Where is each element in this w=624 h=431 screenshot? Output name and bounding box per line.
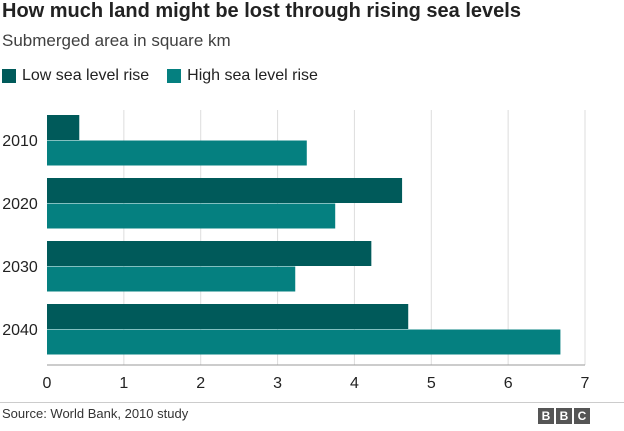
bbc-logo-letter: C [574,408,590,424]
legend-swatch-low [2,69,16,83]
legend-label-low: Low sea level rise [22,67,150,84]
x-tick-label: 7 [581,375,590,392]
bar-high [47,329,561,355]
legend-item-high: High sea level rise [167,67,318,85]
footer-divider [0,402,624,403]
x-tick-label: 6 [504,375,513,392]
bar-low [47,178,403,203]
y-category-label: 2020 [2,196,38,213]
x-tick-label: 1 [119,375,128,392]
bar-chart: 0 1 2 3 4 5 6 7 2010 2020 2030 2040 [2,110,590,392]
bar-low [47,241,372,266]
x-tick-label: 2 [196,375,205,392]
y-category-label: 2010 [2,133,38,150]
bar-low [47,304,409,329]
legend-swatch-high [167,69,182,83]
bbc-logo-letter: B [538,408,554,424]
y-category-label: 2030 [2,259,38,276]
bar-high [47,203,336,229]
y-category-label: 2040 [2,322,38,339]
legend: Low sea level rise High sea level rise [2,66,336,86]
bbc-logo-letter: B [556,408,572,424]
x-tick-label: 3 [273,375,282,392]
bar-high [47,266,296,292]
bbc-logo: B B C [536,408,590,424]
bar-low [47,115,80,140]
legend-label-high: High sea level rise [187,67,318,84]
x-tick-label: 0 [43,375,52,392]
x-tick-label: 4 [350,375,359,392]
x-tick-label: 5 [427,375,436,392]
chart-title: How much land might be lost through risi… [2,0,521,22]
bar-high [47,140,307,166]
chart-subtitle: Submerged area in square km [2,31,231,50]
source-note: Source: World Bank, 2010 study [2,406,189,421]
legend-item-low: Low sea level rise [2,67,149,85]
